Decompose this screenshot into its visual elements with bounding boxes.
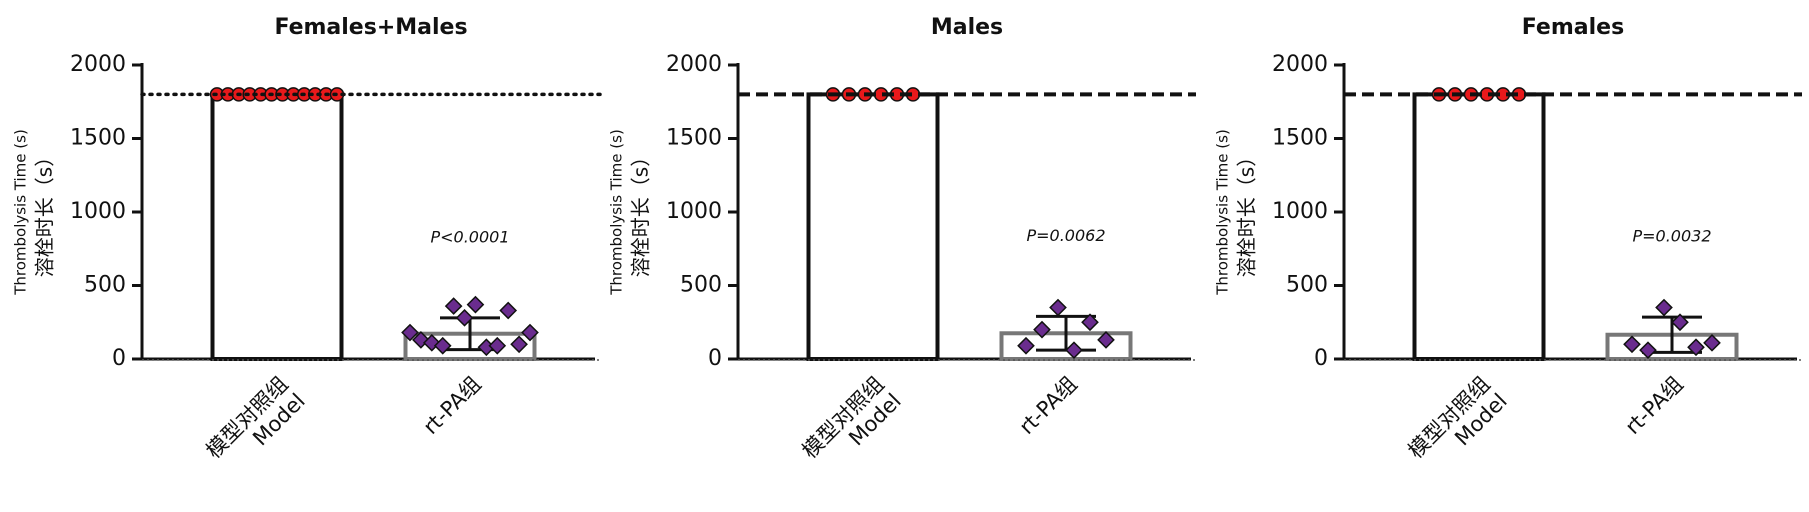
y-tick-label: 1500 [70, 126, 126, 151]
y-tick-label: 2000 [1272, 52, 1328, 77]
y-axis-label: 溶栓时长（s） [629, 147, 653, 277]
data-point [510, 335, 528, 354]
data-point [1703, 333, 1721, 352]
annotation: P<0.0001 [430, 227, 509, 246]
data-point [455, 309, 474, 327]
chart-title: Males [931, 15, 1003, 40]
data-point [488, 336, 507, 355]
y-tick-label: 1500 [666, 126, 722, 151]
data-point [433, 336, 452, 355]
chart-title: Females+Males [274, 15, 467, 40]
y-axis-label: Thrombolysis Time (s) [1214, 129, 1232, 296]
y-tick-label: 1000 [666, 199, 722, 224]
y-tick-label: 2000 [70, 52, 126, 77]
x-tick-label: rt-PA组 [1621, 372, 1688, 439]
bar [1412, 92, 1546, 362]
y-tick-label: 1000 [1272, 199, 1328, 224]
data-point [1655, 298, 1673, 317]
y-axis-label: Thrombolysis Time (s) [12, 129, 30, 296]
data-point [1623, 335, 1641, 354]
data-point [499, 301, 518, 320]
data-point [1081, 313, 1099, 332]
data-point [1049, 298, 1067, 317]
y-tick-label: 500 [680, 273, 722, 298]
y-axis-label: 溶栓时长（s） [33, 147, 57, 277]
y-tick-label: 2000 [666, 52, 722, 77]
annotation: P=0.0032 [1632, 227, 1711, 246]
data-point [444, 297, 463, 315]
y-axis-label: Thrombolysis Time (s) [608, 129, 626, 296]
data-point [477, 338, 496, 357]
data-point [1033, 320, 1051, 339]
data-point [1639, 341, 1657, 360]
data-point [521, 323, 539, 342]
y-tick-label: 1500 [1272, 126, 1328, 151]
y-axis-label: 溶栓时长（s） [1235, 147, 1259, 277]
y-tick-label: 0 [112, 346, 126, 371]
y-tick-label: 500 [84, 273, 126, 298]
y-tick-label: 0 [1314, 346, 1328, 371]
y-tick-label: 1000 [70, 199, 126, 224]
data-point [1017, 336, 1035, 355]
data-point [1671, 313, 1689, 332]
data-point [401, 323, 419, 342]
y-tick-label: 500 [1286, 273, 1328, 298]
bar [806, 92, 940, 362]
data-point [466, 295, 485, 314]
annotation: P=0.0062 [1026, 226, 1105, 245]
data-point [1097, 331, 1115, 349]
x-tick-label: rt-PA组 [419, 372, 486, 439]
x-tick-label: rt-PA组 [1015, 372, 1082, 439]
y-tick-label: 0 [708, 346, 722, 371]
chart-title: Females [1522, 15, 1624, 40]
bar [210, 92, 344, 362]
data-point [1065, 341, 1083, 360]
data-point [1687, 338, 1705, 357]
